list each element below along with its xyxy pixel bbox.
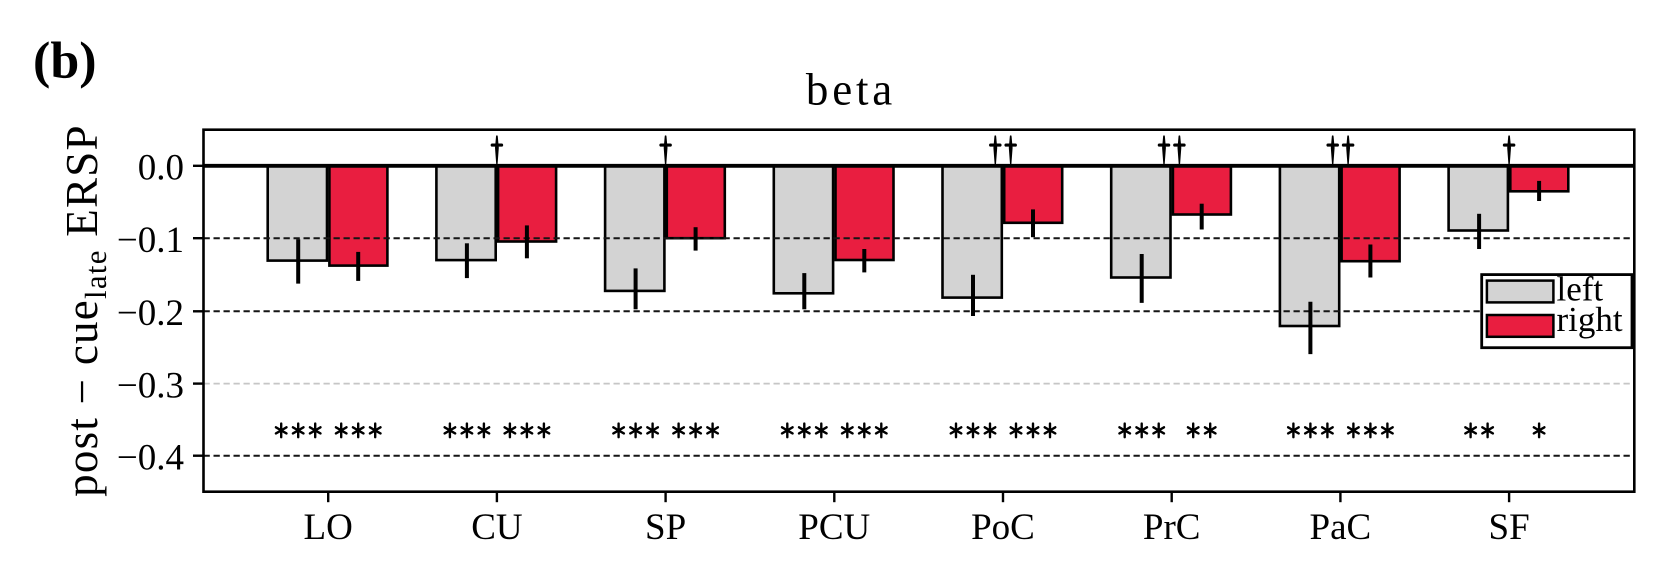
- svg-text:CU: CU: [471, 507, 522, 548]
- svg-text:SP: SP: [645, 507, 686, 548]
- svg-text:0.0: 0.0: [138, 148, 184, 189]
- svg-text:−0.1: −0.1: [117, 220, 184, 261]
- svg-text:SF: SF: [1489, 507, 1530, 548]
- svg-text:left: left: [1557, 270, 1604, 309]
- svg-text:−0.3: −0.3: [117, 365, 184, 406]
- svg-text:PaC: PaC: [1310, 507, 1372, 548]
- svg-text:PCU: PCU: [798, 507, 870, 548]
- svg-text:right: right: [1557, 300, 1623, 339]
- svg-text:−0.2: −0.2: [117, 293, 184, 334]
- svg-text:PoC: PoC: [971, 507, 1035, 548]
- svg-text:−0.4: −0.4: [117, 438, 184, 479]
- svg-text:post − cuelate ERSP: post − cuelate ERSP: [57, 124, 113, 497]
- svg-text:PrC: PrC: [1143, 507, 1201, 548]
- svg-text:LO: LO: [304, 507, 353, 548]
- svg-text:beta: beta: [806, 65, 896, 115]
- svg-text:(b): (b): [33, 33, 97, 90]
